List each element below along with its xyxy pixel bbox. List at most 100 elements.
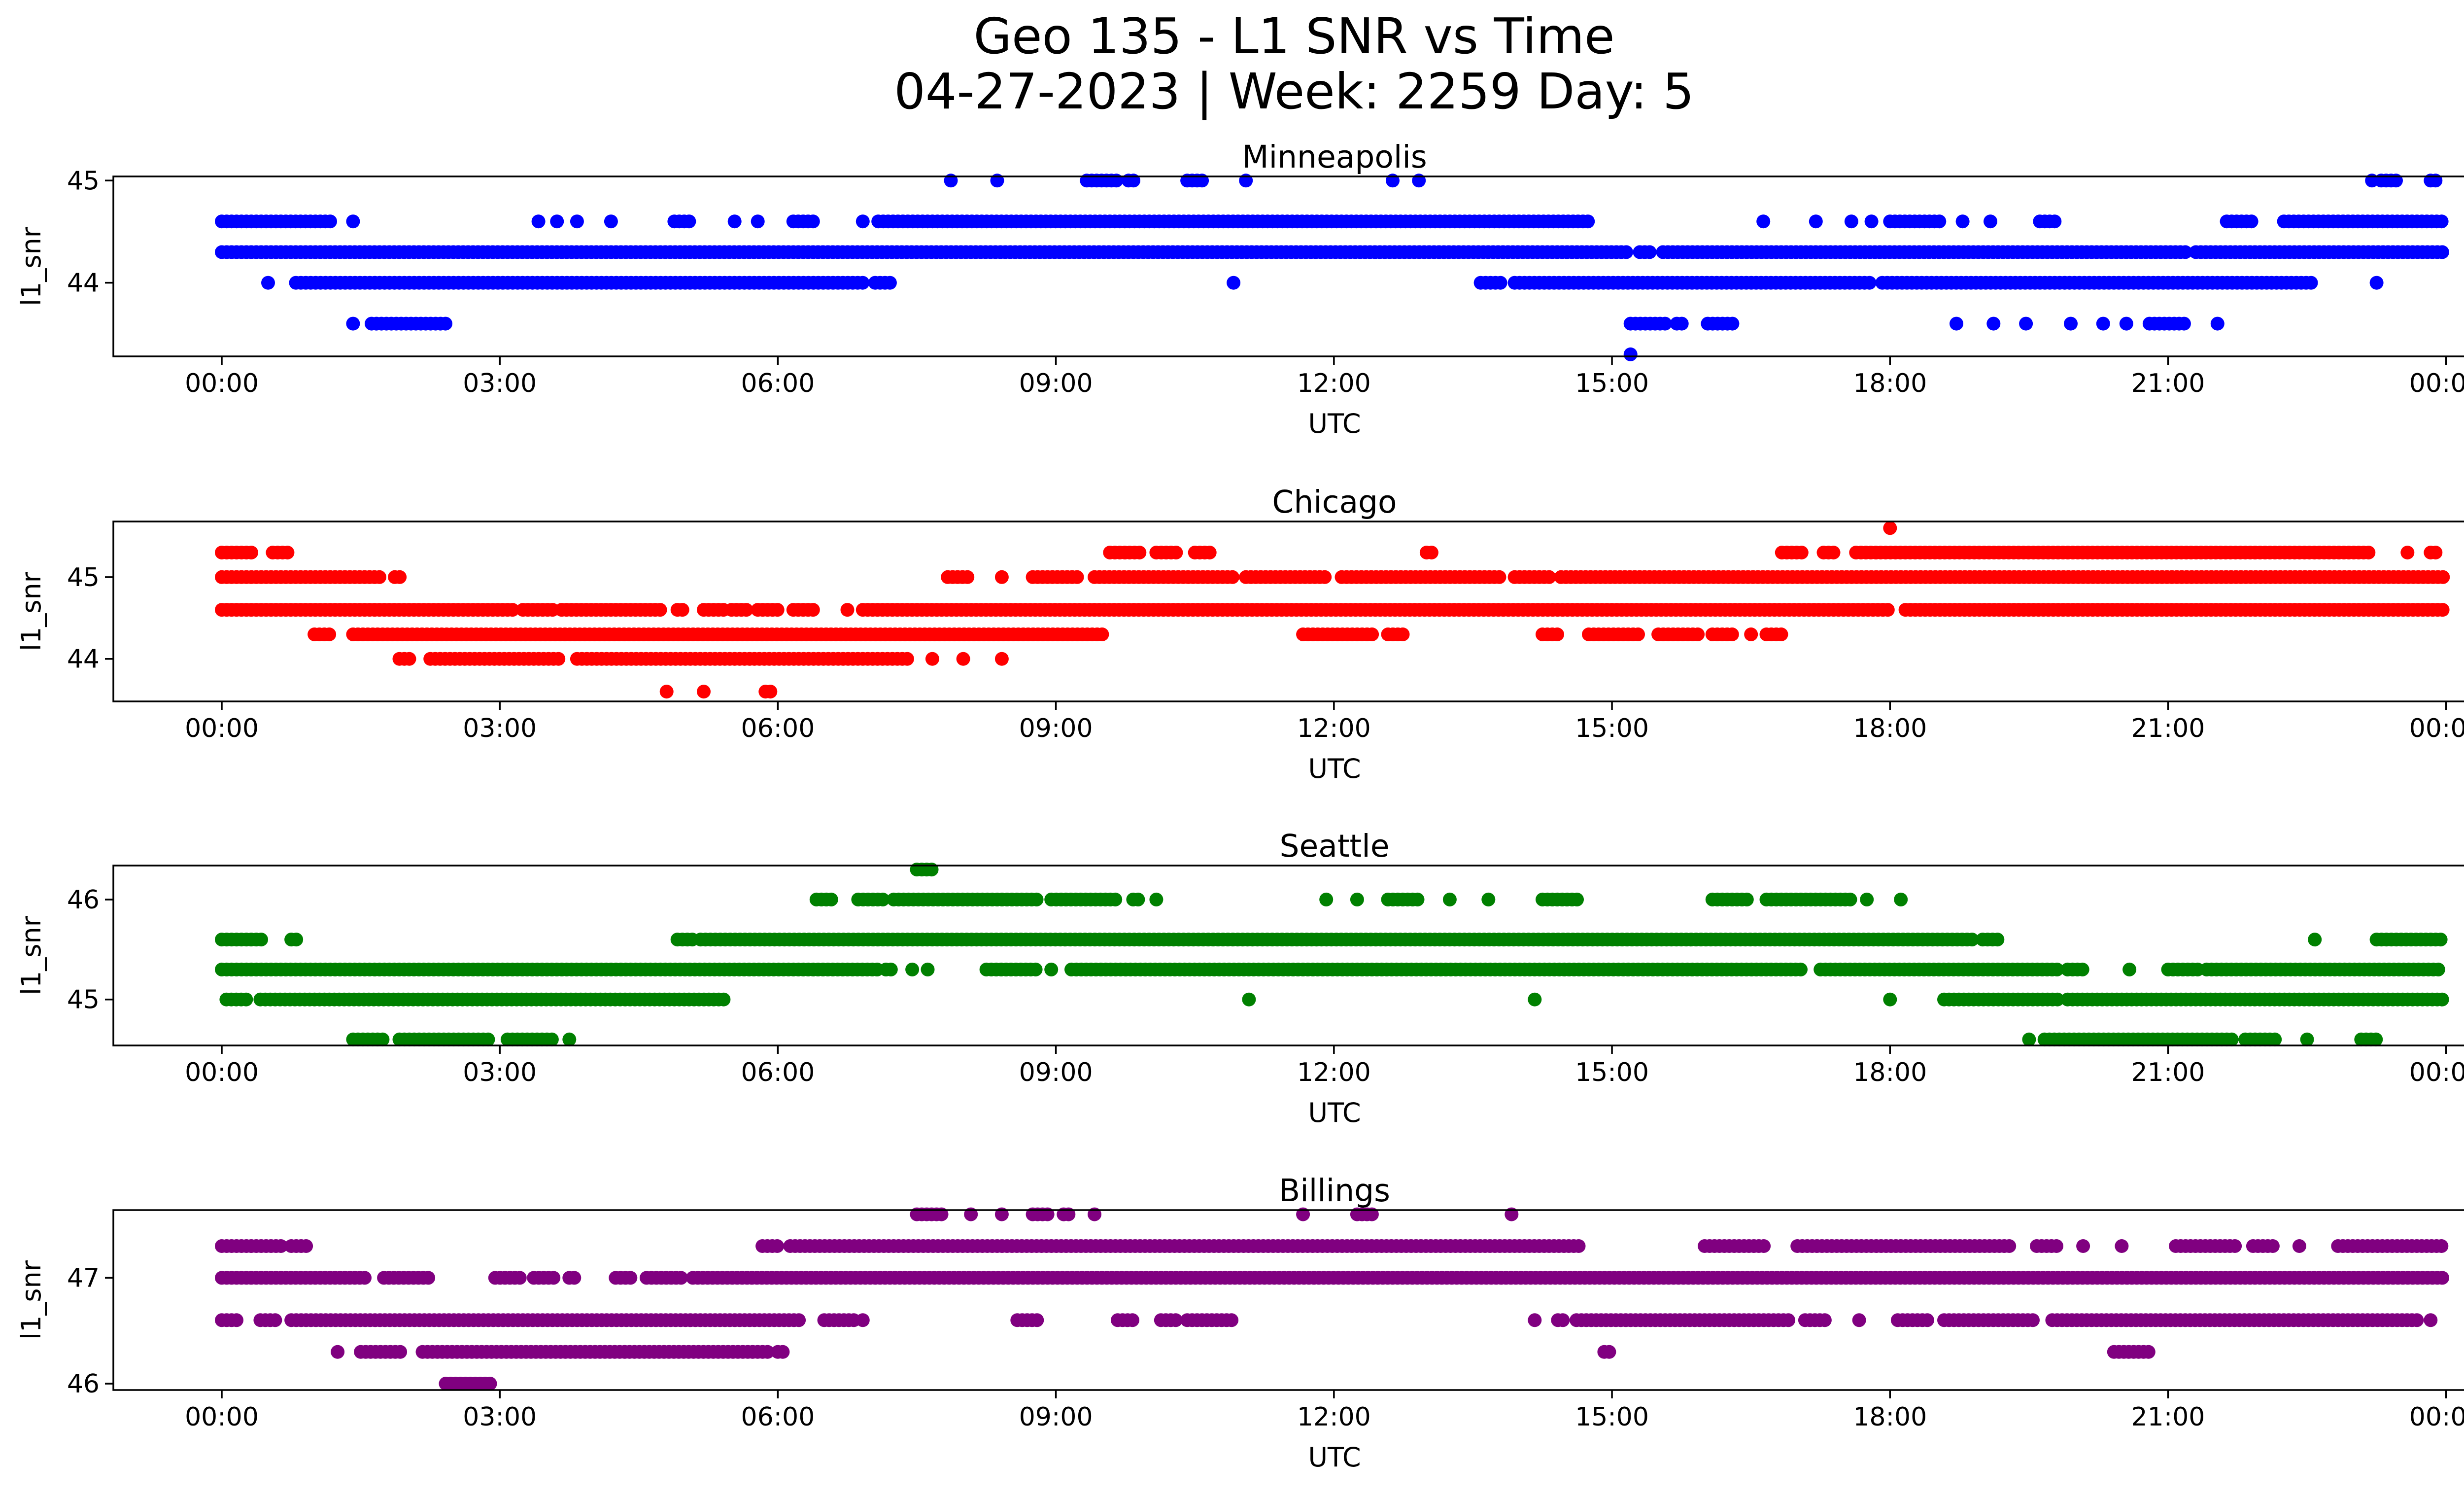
y-tick-label: 44 — [67, 269, 100, 298]
data-point — [1602, 1345, 1616, 1359]
data-point — [2244, 214, 2259, 229]
data-point — [570, 214, 584, 229]
data-point — [2026, 1313, 2040, 1327]
plot-area — [215, 1207, 2449, 1391]
data-point — [994, 570, 1009, 584]
y-tick-label: 45 — [67, 166, 100, 196]
data-point — [1132, 546, 1147, 559]
data-point — [373, 570, 386, 584]
data-point — [1843, 892, 1857, 906]
x-tick-label: 03:00 — [463, 714, 537, 743]
data-point — [1108, 892, 1123, 906]
x-tick-label: 09:00 — [1019, 1402, 1093, 1432]
data-point — [675, 603, 689, 617]
data-point — [2434, 1239, 2449, 1253]
data-point — [402, 652, 416, 666]
data-point — [1319, 892, 1334, 906]
x-tick-label: 09:00 — [1019, 714, 1093, 743]
data-point — [739, 603, 753, 617]
y-axis-label: l1_snr — [16, 226, 47, 306]
data-point — [1781, 1313, 1795, 1327]
x-tick-label: 15:00 — [1575, 369, 1649, 398]
y-tick-label: 46 — [67, 1369, 100, 1399]
data-point — [2119, 316, 2133, 331]
data-point — [481, 1032, 495, 1046]
x-tick-label: 12:00 — [1297, 714, 1371, 743]
y-axis-label: l1_snr — [16, 915, 47, 995]
data-point — [697, 685, 711, 699]
x-tick-label: 12:00 — [1297, 1402, 1371, 1432]
x-tick-label: 03:00 — [463, 369, 537, 398]
y-ticks: 44 45 — [67, 563, 113, 674]
subplot-title: Minneapolis — [1242, 139, 1427, 175]
data-point — [806, 214, 820, 229]
data-point — [2002, 1239, 2017, 1253]
data-point — [2178, 245, 2192, 259]
data-point — [1350, 892, 1364, 906]
data-point — [346, 316, 360, 331]
data-point — [1990, 933, 2005, 947]
data-point — [921, 962, 935, 976]
x-axis-label: UTC — [1308, 753, 1361, 784]
data-point — [1794, 546, 1809, 559]
x-ticks: 00:00 03:00 06:00 09:00 12:00 15:00 18:00 21:00… — [185, 701, 2464, 743]
y-tick-label: 46 — [67, 885, 100, 915]
data-point — [674, 1271, 688, 1285]
data-point — [2435, 1271, 2449, 1285]
y-tick-label: 45 — [67, 563, 100, 592]
data-point — [1318, 570, 1332, 584]
y-axis-label: l1_snr — [16, 571, 47, 651]
data-point — [2300, 1032, 2314, 1046]
x-tick-label: 00:00 — [2409, 1058, 2464, 1087]
data-point — [1860, 892, 1874, 906]
data-point — [1570, 892, 1584, 906]
data-point — [905, 962, 920, 976]
data-point — [331, 1345, 345, 1359]
data-point — [2292, 1239, 2306, 1253]
data-point — [1131, 892, 1145, 906]
y-tick-label: 44 — [67, 645, 100, 674]
data-point — [2268, 1032, 2282, 1046]
data-point — [1365, 627, 1379, 641]
data-point — [2075, 962, 2089, 976]
data-point — [1932, 214, 1947, 229]
x-tick-label: 00:00 — [185, 1402, 259, 1432]
data-point — [717, 992, 731, 1007]
data-point — [2433, 933, 2448, 947]
data-point — [289, 933, 304, 947]
subplot-billings: Billings UTC l1_snr 00:00 03:00 06:00 09:00… — [16, 1173, 2464, 1473]
data-point — [1883, 992, 1897, 1007]
data-point — [2210, 316, 2224, 331]
data-point — [1149, 892, 1164, 906]
data-point — [1756, 214, 1771, 229]
data-point — [1631, 627, 1645, 641]
x-axis-label: UTC — [1308, 408, 1361, 439]
data-point — [1955, 214, 1970, 229]
plot-area — [215, 174, 2449, 361]
data-point — [763, 685, 778, 699]
data-point — [1029, 892, 1044, 906]
data-point — [1227, 276, 1241, 290]
data-point — [1817, 1313, 1832, 1327]
data-point — [2436, 570, 2450, 584]
data-point — [1493, 276, 1507, 290]
data-point — [2410, 1313, 2424, 1327]
data-point — [751, 214, 765, 229]
x-ticks: 00:00 03:00 06:00 09:00 12:00 15:00 18:00 21:00… — [185, 1045, 2464, 1087]
plot-area — [215, 521, 2450, 699]
data-point — [550, 214, 564, 229]
data-point — [659, 685, 674, 699]
x-tick-label: 21:00 — [2131, 369, 2205, 398]
data-point — [2265, 1239, 2280, 1253]
data-point — [393, 570, 407, 584]
data-point — [1774, 627, 1788, 641]
data-point — [2064, 316, 2078, 331]
data-point — [439, 316, 452, 331]
data-point — [2096, 316, 2110, 331]
plot-area — [215, 863, 2449, 1046]
data-point — [956, 652, 970, 666]
x-tick-label: 15:00 — [1575, 714, 1649, 743]
x-tick-label: 03:00 — [463, 1402, 537, 1432]
